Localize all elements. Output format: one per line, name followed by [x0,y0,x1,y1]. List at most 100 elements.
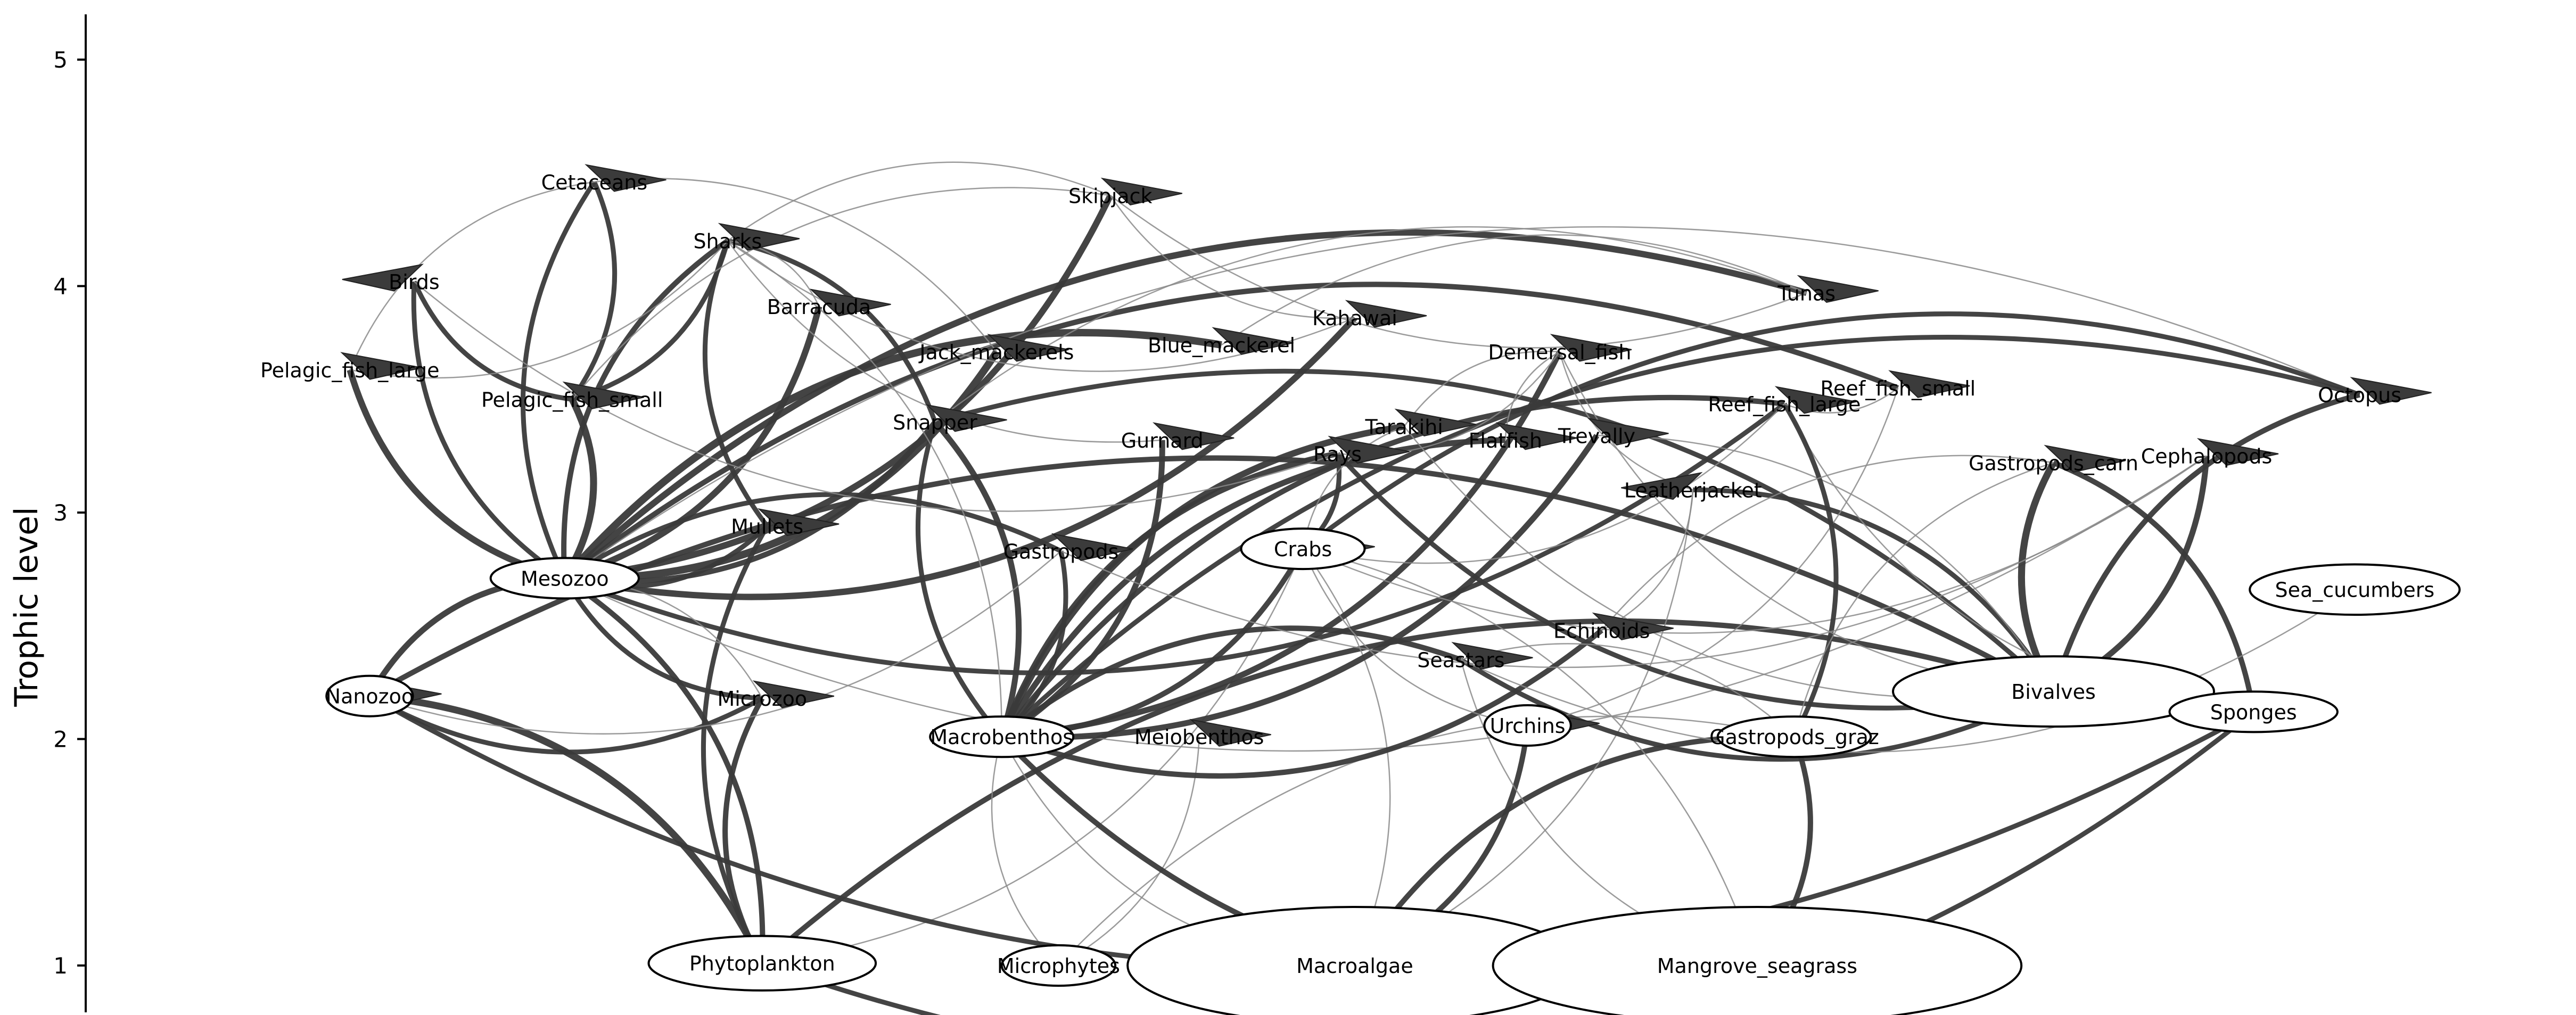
trophic-link [349,181,595,370]
node-label: Macrobenthos [930,725,1073,749]
node-label: Reef_fish_small [1820,377,1976,400]
node-label: Mangrove_seagrass [1657,954,1857,978]
trophic-link [761,709,2256,1015]
consumer-arrowhead [585,164,666,192]
node-label: Octopus [2318,384,2401,407]
trophic-link [564,226,2360,579]
trophic-link [1303,548,1758,966]
consumer-arrowhead [1189,719,1271,747]
node-label: Kahawai [1312,307,1397,330]
links-layer [347,161,2361,1015]
node-label: Demersal_fish [1488,341,1631,364]
node-label: Crabs [1274,538,1332,561]
trophic-link [933,420,1022,738]
node-label: Mesozoo [521,567,609,590]
trophic-link [1001,628,1603,779]
y-axis: 1 2 3 4 5 Trophic level [8,14,87,1012]
node-ellipse [1483,704,1572,747]
node-label: Jack_mackerels [918,341,1074,364]
consumer-arrowhead [2350,377,2432,405]
trophic-link [1110,195,1807,349]
node-ellipse [1716,715,1872,758]
trophic-link [1301,311,2361,551]
node-label: Barracuda [767,295,871,319]
trophic-link [1302,426,1405,549]
trophic-link [991,736,1059,966]
trophic-link [411,281,566,581]
node-label: Gastropods_graz [1709,725,1879,749]
trophic-link [999,437,1505,738]
trophic-link [1601,490,1694,631]
trophic-link [1693,487,2056,693]
consumer-arrowhead [757,508,840,537]
trophic-link [1060,455,2207,669]
y-tick-label: 3 [53,500,68,526]
node-label: Tunas [1777,282,1836,305]
node-label: Flatfish [1469,429,1542,452]
trophic-link [2051,392,2360,692]
node-label: Macroalgae [1296,954,1413,978]
trophic-link [368,694,763,755]
trophic-link [762,548,1304,964]
node-ellipse [1000,944,1117,987]
node-ellipse [929,715,1075,758]
node-label: Leatherjacket [1624,478,1762,502]
trophic-link [1793,462,2054,737]
trophic-link [2052,460,2257,713]
trophic-link [414,281,1338,512]
nodes-layer: Cetaceans Skipjack Sharks Birds Barracuda Tun… [260,171,2461,1015]
trophic-link [1559,351,1693,491]
trophic-link [727,240,1002,737]
node-label: Snapper [893,411,977,434]
trophic-link [563,576,766,963]
y-tick-label: 2 [53,727,68,753]
node-label: Rays [1313,442,1362,466]
node-label: Gurnard [1121,429,1204,452]
trophic-link [934,368,2055,694]
node-ellipse [2168,690,2339,733]
trophic-link [562,329,1222,581]
node-label: Echinoids [1553,619,1650,642]
consumer-arrowhead [1345,300,1427,328]
node-label: Tarakihi [1365,415,1443,439]
consumer-arrowhead [809,288,891,317]
node-label: Sharks [693,229,762,253]
trophic-link [1000,550,1068,739]
trophic-link [1601,455,2054,631]
trophic-link [562,229,1808,581]
consumer-arrowhead [1153,422,1234,450]
node-label: Nanozoo [326,685,414,708]
node-label: Pelagic_fish_large [260,359,439,382]
consumer-arrowhead [1774,386,1857,414]
trophic-link [760,618,2054,966]
trophic-link [562,398,597,580]
trophic-link [1001,434,1600,741]
trophic-link [411,280,573,402]
y-tick-label: 1 [53,953,68,979]
node-label: Gastropods [1003,540,1119,563]
consumer-arrowhead [925,404,1007,432]
trophic-link [934,226,1807,423]
trophic-link [1303,455,2207,634]
node-label: Urchins [1490,714,1566,738]
trophic-link [727,240,1163,443]
consumer-arrowhead [2044,444,2126,473]
trophic-link [1000,335,2360,739]
node-label: Skipjack [1068,184,1153,208]
y-axis-ticks: 1 2 3 4 5 [53,47,86,979]
trophic-link [564,194,1114,582]
trophic-link [369,692,766,965]
node-label: Phytoplankton [689,952,835,976]
trophic-link [564,316,1357,600]
node-label: Meiobenthos [1134,725,1264,749]
trophic-link [369,550,1061,735]
trophic-link [1527,387,1899,727]
consumer-arrowhead [1100,177,1183,205]
trophic-link [727,161,1111,242]
consumer-arrowhead [340,352,422,380]
node-label: Blue_mackerel [1148,334,1295,357]
trophic-link [562,577,762,701]
consumer-arrowhead [1797,275,1879,303]
consumer-arrowhead [342,263,424,292]
